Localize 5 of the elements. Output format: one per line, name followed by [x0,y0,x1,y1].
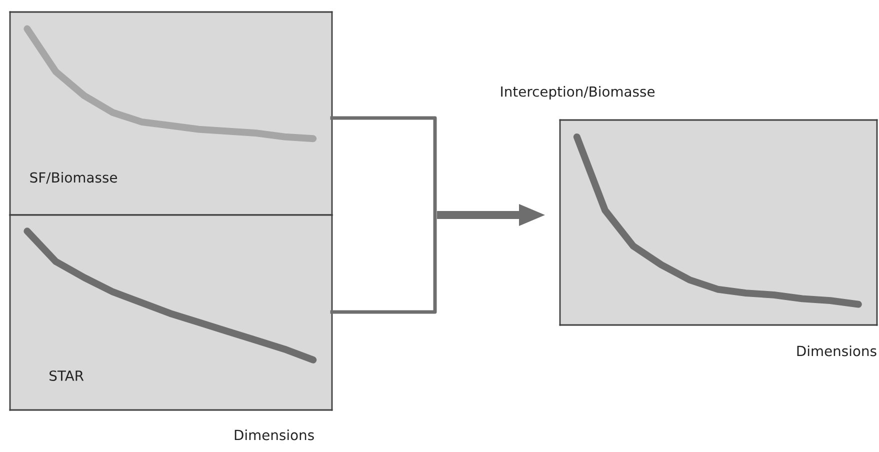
x-axis-title: Dimensions [797,346,876,356]
x-axis-title: Dimensions [234,430,314,440]
annotation: STAR [50,370,84,381]
chart-title: Interception/Biomasse [501,86,655,100]
annotation: SF/Biomasse [30,172,118,184]
